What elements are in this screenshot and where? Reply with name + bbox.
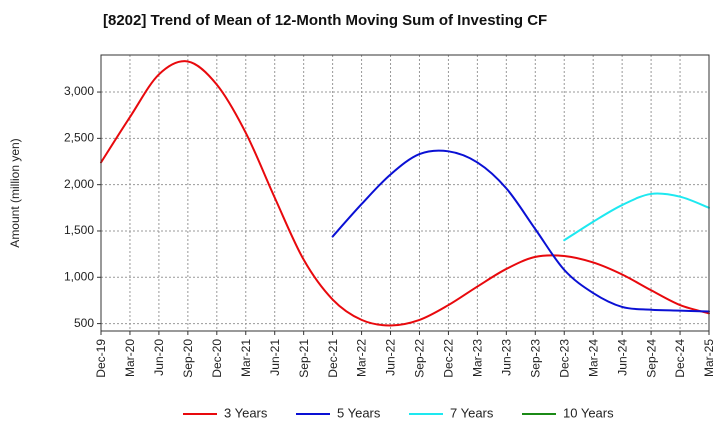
y-axis-label: Amount (million yen) (8, 138, 22, 247)
x-tick-label: Dec-22 (442, 339, 456, 378)
x-tick-label: Jun-20 (152, 339, 166, 376)
x-tick-label: Dec-20 (210, 339, 224, 378)
grid-layer (101, 55, 709, 331)
legend: 3 Years 5 Years 7 Years 10 Years (183, 405, 614, 420)
x-tick-label: Mar-24 (586, 339, 600, 377)
x-tick-label: Dec-23 (557, 339, 571, 378)
x-tick-label: Sep-22 (413, 339, 427, 378)
series-layer (100, 60, 710, 327)
x-tick-label: Mar-22 (355, 339, 369, 377)
series-line-3-years (100, 60, 710, 327)
y-tick-label: 500 (74, 316, 94, 330)
x-tick-label: Sep-24 (644, 339, 658, 378)
legend-label-5-years: 5 Years (337, 405, 381, 420)
legend-label-7-years: 7 Years (450, 405, 494, 420)
chart-title: [8202] Trend of Mean of 12-Month Moving … (103, 12, 548, 29)
x-tick-label: Sep-20 (181, 339, 195, 378)
x-tick-label: Jun-24 (615, 339, 629, 376)
x-tick-label: Jun-21 (268, 339, 282, 376)
y-tick-label: 1,000 (64, 269, 94, 283)
plot-background (101, 55, 709, 331)
legend-label-3-years: 3 Years (224, 405, 268, 420)
x-tick-label: Sep-23 (528, 339, 542, 378)
x-tick-label: Mar-23 (471, 339, 485, 377)
y-tick-label: 1,500 (64, 223, 94, 237)
series-line-5-years (331, 149, 710, 313)
x-tick-label: Dec-21 (326, 339, 340, 378)
x-tick-label: Dec-19 (94, 339, 108, 378)
series-line-7-years (563, 192, 710, 242)
x-tick-label: Jun-22 (384, 339, 398, 376)
x-tick-label: Dec-24 (673, 339, 687, 378)
x-tick-label: Mar-25 (702, 339, 716, 377)
legend-label-10-years: 10 Years (563, 405, 614, 420)
x-tick-label: Mar-21 (239, 339, 253, 377)
y-tick-label: 3,000 (64, 84, 94, 98)
x-tick-label: Jun-23 (500, 339, 514, 376)
y-tick-label: 2,500 (64, 131, 94, 145)
plot-frame (100, 54, 710, 332)
x-tick-label: Sep-21 (297, 339, 311, 378)
axis-layer: Dec-19 Mar-20 Jun-20 Sep-20 Dec-20 Mar-21 Jun-… (64, 84, 716, 377)
y-tick-label: 2,000 (64, 177, 94, 191)
x-tick-label: Mar-20 (123, 339, 137, 377)
